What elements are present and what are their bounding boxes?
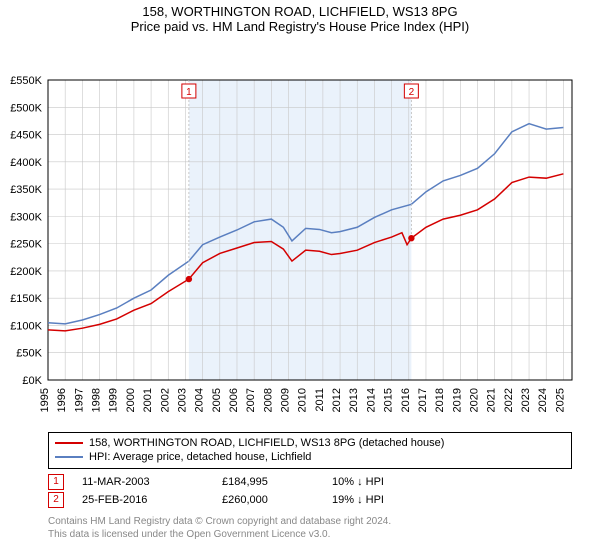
legend-label: HPI: Average price, detached house, Lich… bbox=[89, 450, 311, 464]
svg-text:2025: 2025 bbox=[554, 388, 566, 412]
transaction-date: 25-FEB-2016 bbox=[82, 494, 222, 506]
transaction-row: 1 11-MAR-2003£184,99510% ↓ HPI bbox=[48, 473, 572, 491]
transaction-row: 2 25-FEB-2016£260,00019% ↓ HPI bbox=[48, 491, 572, 509]
svg-text:2012: 2012 bbox=[331, 388, 343, 412]
price-chart: £0K £50K £100K £150K £200K £250K £300K £350K £40… bbox=[0, 36, 600, 428]
svg-text:1996: 1996 bbox=[56, 388, 68, 412]
footer-line-2: This data is licensed under the Open Gov… bbox=[48, 528, 572, 541]
svg-text:1999: 1999 bbox=[108, 388, 120, 412]
svg-text:2007: 2007 bbox=[245, 388, 257, 412]
svg-text:2019: 2019 bbox=[451, 388, 463, 412]
svg-text:1995: 1995 bbox=[39, 388, 51, 412]
svg-text:2023: 2023 bbox=[520, 388, 532, 412]
svg-text:2015: 2015 bbox=[383, 388, 395, 412]
svg-text:£0K: £0K bbox=[22, 375, 42, 387]
chart-title: 158, WORTHINGTON ROAD, LICHFIELD, WS13 8… bbox=[0, 0, 600, 19]
svg-text:2000: 2000 bbox=[125, 388, 137, 412]
svg-text:2003: 2003 bbox=[176, 388, 188, 412]
svg-text:2020: 2020 bbox=[469, 388, 481, 412]
svg-text:£400K: £400K bbox=[10, 157, 42, 169]
svg-text:£250K: £250K bbox=[10, 239, 42, 251]
svg-text:2001: 2001 bbox=[142, 388, 154, 412]
transaction-price: £184,995 bbox=[222, 476, 332, 488]
footer-line-1: Contains HM Land Registry data © Crown c… bbox=[48, 515, 572, 528]
svg-text:2002: 2002 bbox=[159, 388, 171, 412]
svg-text:2010: 2010 bbox=[297, 388, 309, 412]
chart-subtitle: Price paid vs. HM Land Registry's House … bbox=[0, 19, 600, 36]
footer-attribution: Contains HM Land Registry data © Crown c… bbox=[48, 515, 572, 541]
svg-text:£300K: £300K bbox=[10, 211, 42, 223]
svg-text:1998: 1998 bbox=[91, 388, 103, 412]
transaction-price: £260,000 bbox=[222, 494, 332, 506]
legend-item: HPI: Average price, detached house, Lich… bbox=[55, 450, 565, 464]
transaction-badge: 1 bbox=[48, 474, 64, 490]
svg-text:2009: 2009 bbox=[280, 388, 292, 412]
svg-text:£150K: £150K bbox=[10, 293, 42, 305]
svg-text:1997: 1997 bbox=[73, 388, 85, 412]
svg-text:£550K: £550K bbox=[10, 75, 42, 87]
svg-text:2014: 2014 bbox=[365, 388, 377, 412]
svg-text:£200K: £200K bbox=[10, 266, 42, 278]
svg-text:£450K: £450K bbox=[10, 130, 42, 142]
legend-item: 158, WORTHINGTON ROAD, LICHFIELD, WS13 8… bbox=[55, 436, 565, 450]
legend-label: 158, WORTHINGTON ROAD, LICHFIELD, WS13 8… bbox=[89, 436, 444, 450]
legend: 158, WORTHINGTON ROAD, LICHFIELD, WS13 8… bbox=[48, 432, 572, 469]
transaction-table: 1 11-MAR-2003£184,99510% ↓ HPI 2 25-FEB-201… bbox=[48, 473, 572, 509]
svg-text:2011: 2011 bbox=[314, 388, 326, 412]
svg-text:2013: 2013 bbox=[348, 388, 360, 412]
svg-text:2: 2 bbox=[409, 87, 415, 98]
svg-text:1: 1 bbox=[186, 87, 192, 98]
svg-text:2022: 2022 bbox=[503, 388, 515, 412]
svg-text:£50K: £50K bbox=[16, 348, 42, 360]
legend-swatch bbox=[55, 442, 83, 444]
svg-text:2017: 2017 bbox=[417, 388, 429, 412]
svg-text:2021: 2021 bbox=[486, 388, 498, 412]
svg-text:2016: 2016 bbox=[400, 388, 412, 412]
svg-text:£500K: £500K bbox=[10, 102, 42, 114]
svg-text:2018: 2018 bbox=[434, 388, 446, 412]
svg-text:£100K: £100K bbox=[10, 320, 42, 332]
svg-text:2005: 2005 bbox=[211, 388, 223, 412]
svg-text:2024: 2024 bbox=[537, 388, 549, 412]
transaction-date: 11-MAR-2003 bbox=[82, 476, 222, 488]
svg-text:£350K: £350K bbox=[10, 184, 42, 196]
svg-text:2006: 2006 bbox=[228, 388, 240, 412]
transaction-delta: 19% ↓ HPI bbox=[332, 494, 384, 506]
transaction-delta: 10% ↓ HPI bbox=[332, 476, 384, 488]
legend-swatch bbox=[55, 456, 83, 458]
transaction-badge: 2 bbox=[48, 492, 64, 508]
svg-text:2008: 2008 bbox=[262, 388, 274, 412]
svg-text:2004: 2004 bbox=[194, 388, 206, 412]
